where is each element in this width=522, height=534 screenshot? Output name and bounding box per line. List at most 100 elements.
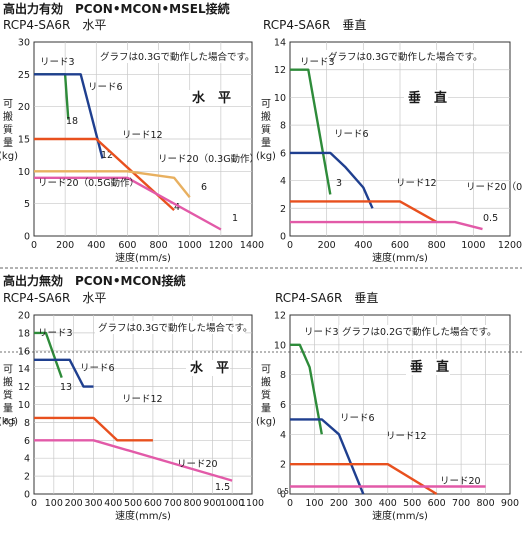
y-tick-label: 5 bbox=[24, 199, 30, 210]
y-tick-label: 20 bbox=[18, 102, 30, 113]
series-label: リード3 bbox=[40, 57, 75, 68]
y-tick-label: 10 bbox=[18, 167, 30, 178]
series-label: リード6 bbox=[340, 413, 375, 424]
y-axis-label-char: 可 bbox=[3, 99, 13, 110]
series-end-value: 0.5 bbox=[483, 213, 498, 224]
series-label: リード3 bbox=[38, 328, 73, 339]
series-line bbox=[34, 331, 63, 378]
chart-title: RCP4-SA6R 垂直 bbox=[275, 291, 378, 305]
x-tick-label: 200 bbox=[330, 498, 348, 509]
y-tick-label: 12 bbox=[274, 311, 286, 322]
x-tick-label: 700 bbox=[452, 498, 470, 509]
x-tick-label: 800 bbox=[183, 498, 201, 509]
series-label: リード6 bbox=[80, 363, 115, 374]
y-tick-label: 10 bbox=[18, 400, 30, 411]
y-tick-label: 14 bbox=[274, 38, 286, 49]
x-tick-label: 0 bbox=[31, 498, 37, 509]
x-tick-label: 100 bbox=[305, 498, 323, 509]
y-tick-label: 0 bbox=[24, 490, 30, 501]
axis-annotation: 0.5 bbox=[277, 487, 289, 496]
x-tick-label: 1100 bbox=[240, 498, 264, 509]
y-tick-label: 10 bbox=[274, 340, 286, 351]
orientation-background bbox=[404, 90, 448, 106]
y-tick-label: 2 bbox=[24, 472, 30, 483]
orientation-label: 垂 直 bbox=[408, 90, 447, 106]
x-tick-label: 500 bbox=[403, 498, 421, 509]
x-axis-label: 速度(mm/s) bbox=[115, 509, 171, 522]
series-end-value: 3 bbox=[336, 178, 342, 189]
y-tick-label: 8 bbox=[280, 121, 286, 132]
y-axis-label-char: 量 bbox=[3, 403, 13, 415]
y-tick-label: 14 bbox=[18, 364, 30, 375]
series-label: リード12 bbox=[122, 394, 163, 405]
x-tick-label: 800 bbox=[476, 498, 494, 509]
orientation-label: 水 平 bbox=[192, 90, 231, 106]
series-line bbox=[34, 176, 222, 231]
x-tick-label: 0 bbox=[287, 240, 293, 251]
y-tick-label: 0 bbox=[24, 232, 30, 243]
series-line bbox=[290, 220, 483, 231]
series-line bbox=[34, 358, 94, 388]
y-axis-label-char: 搬 bbox=[3, 376, 13, 389]
series-label: リード12 bbox=[396, 178, 437, 189]
note-background bbox=[325, 50, 475, 63]
note-background bbox=[339, 325, 489, 338]
x-tick-label: 200 bbox=[65, 498, 83, 509]
axis-annotation: 8.5 bbox=[4, 417, 16, 426]
x-tick-label: 400 bbox=[354, 240, 372, 251]
x-tick-label: 400 bbox=[87, 240, 105, 251]
x-axis-label: 速度(mm/s) bbox=[372, 251, 428, 264]
series-line bbox=[290, 343, 323, 435]
y-tick-label: 30 bbox=[18, 38, 30, 49]
orientation-label: 垂 直 bbox=[410, 359, 449, 375]
chart-4: RCP4-SA6R 垂直0 100 200 300 400 500 600 700 800 900… bbox=[256, 291, 519, 522]
series-label: リード20 bbox=[177, 459, 218, 470]
series-end-value: 13 bbox=[60, 382, 72, 393]
series-end-value: 4 bbox=[174, 202, 180, 213]
series-end-value: 12 bbox=[101, 150, 113, 161]
series-end-value: 1.5 bbox=[215, 482, 230, 493]
y-axis-label-char: 搬 bbox=[261, 376, 271, 389]
x-tick-label: 900 bbox=[203, 498, 221, 509]
y-axis-label-char: 質 bbox=[3, 123, 13, 136]
x-tick-label: 1000 bbox=[461, 240, 485, 251]
y-axis-label-char: (kg) bbox=[256, 417, 276, 428]
series-line bbox=[290, 151, 374, 209]
y-axis-label-char: 搬 bbox=[3, 110, 13, 123]
series-label: リード20（0.3G動作） bbox=[158, 153, 259, 165]
series-label: リード6 bbox=[88, 82, 123, 93]
y-tick-label: 4 bbox=[280, 430, 286, 441]
y-tick-label: 18 bbox=[18, 328, 30, 339]
orientation-background bbox=[188, 90, 232, 106]
series-line bbox=[34, 170, 191, 198]
y-axis-label-char: 量 bbox=[3, 137, 13, 149]
x-tick-label: 700 bbox=[164, 498, 182, 509]
series-label: リード12 bbox=[386, 431, 427, 442]
x-tick-label: 600 bbox=[391, 240, 409, 251]
section-heading-high-output-on: 高出力有効 PCON•MCON•MSEL接続 bbox=[3, 1, 230, 16]
series-end-value: 1 bbox=[232, 213, 238, 224]
section-heading-high-output-off: 高出力無効 PCON•MCON接続 bbox=[3, 273, 186, 288]
y-axis-label-char: (kg) bbox=[0, 151, 18, 162]
x-tick-label: 400 bbox=[104, 498, 122, 509]
series-line bbox=[34, 137, 175, 211]
x-tick-label: 800 bbox=[428, 240, 446, 251]
y-tick-label: 12 bbox=[18, 382, 30, 393]
series-line bbox=[34, 73, 104, 159]
x-tick-label: 100 bbox=[45, 498, 63, 509]
x-tick-label: 600 bbox=[428, 498, 446, 509]
y-axis-label-char: (kg) bbox=[0, 417, 18, 428]
y-axis-label-char: 可 bbox=[261, 99, 271, 110]
series-label: リード3 bbox=[304, 327, 339, 338]
chart-1: RCP4-SA6R 水平 0 200 400 600 800 1000 1200 1400 0 5 1… bbox=[0, 18, 264, 264]
orientation-label: 水 平 bbox=[190, 360, 229, 376]
series-label: リード20 bbox=[440, 476, 481, 487]
y-tick-label: 20 bbox=[18, 311, 30, 322]
x-tick-label: 600 bbox=[144, 498, 162, 509]
x-tick-label: 1200 bbox=[209, 240, 233, 251]
y-tick-label: 0 bbox=[280, 490, 286, 501]
series-label: リード6 bbox=[334, 129, 369, 140]
y-axis-label-char: (kg) bbox=[256, 151, 276, 162]
y-axis-label-char: 可 bbox=[261, 365, 271, 376]
y-tick-label: 6 bbox=[24, 436, 30, 447]
